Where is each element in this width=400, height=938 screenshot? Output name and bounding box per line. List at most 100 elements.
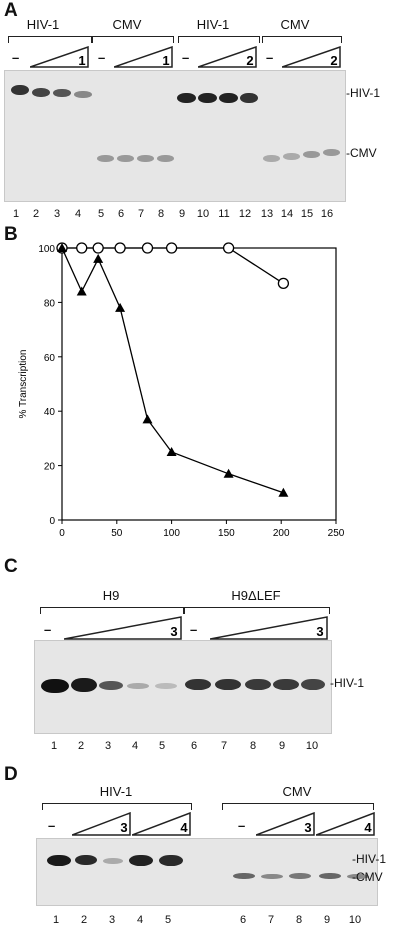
concentration-wedge-icon: 4 — [316, 812, 375, 836]
lane-number: 2 — [32, 208, 40, 220]
lane-number: 5 — [158, 740, 166, 752]
gel-band — [127, 683, 149, 689]
gel-band — [233, 873, 255, 879]
lane-number: 4 — [131, 740, 139, 752]
band-label-hiv1: -HIV-1 — [352, 852, 387, 866]
gel-band — [240, 93, 258, 103]
lane-number: 12 — [238, 208, 252, 220]
panel-label-c: C — [4, 556, 18, 577]
lane-number: 14 — [280, 208, 294, 220]
lane-number: 4 — [136, 914, 144, 926]
minus-sign: – — [48, 818, 56, 833]
gel-band — [289, 873, 311, 879]
wedge-label: 4 — [180, 820, 188, 835]
lane-number: 2 — [80, 914, 88, 926]
gel-band — [319, 873, 341, 879]
lane-number: 9 — [323, 914, 331, 926]
lane-number: 4 — [74, 208, 82, 220]
plot-frame — [61, 247, 337, 521]
y-axis-label: % Transcription — [18, 350, 29, 419]
lane-number: 16 — [320, 208, 334, 220]
wedge-label: 4 — [364, 820, 372, 835]
group-bracket — [40, 607, 184, 614]
lane-numbers-d: 1 2 3 4 5 6 7 8 9 10 — [0, 914, 400, 928]
panel-label-b: B — [4, 224, 18, 245]
wedge-label: 3 — [120, 820, 127, 835]
lane-number: 5 — [97, 208, 105, 220]
lane-number: 8 — [295, 914, 303, 926]
wedge-label: 2 — [330, 53, 337, 68]
lane-number: 7 — [220, 740, 228, 752]
gel-band — [32, 88, 50, 97]
gel-band — [47, 855, 71, 866]
gel-band — [41, 679, 69, 693]
concentration-wedge-icon: 3 — [256, 812, 315, 836]
data-point-triangle — [142, 414, 153, 424]
data-point-triangle — [76, 286, 87, 296]
concentration-wedge-icon: 3 — [210, 616, 328, 640]
group-bracket — [92, 36, 174, 43]
x-tick-label: 50 — [111, 528, 123, 539]
lane-number: 2 — [77, 740, 85, 752]
lane-number: 6 — [117, 208, 125, 220]
y-tick-label: 100 — [38, 244, 55, 255]
y-tick-label: 40 — [44, 407, 56, 418]
gel-band — [177, 93, 196, 103]
gel-image-d — [36, 838, 378, 906]
group-bracket — [222, 803, 374, 810]
lane-number: 9 — [278, 740, 286, 752]
lane-number: 6 — [190, 740, 198, 752]
wedge-label: 2 — [246, 53, 253, 68]
lane-number: 3 — [104, 740, 112, 752]
group-header-cmv: CMV — [282, 784, 312, 799]
data-point-triangle — [57, 243, 67, 252]
lane-number: 9 — [178, 208, 186, 220]
lane-numbers-a: 1 2 3 4 5 6 7 8 9 10 11 12 13 14 15 16 — [0, 208, 400, 222]
lane-numbers-c: 1 2 3 4 5 6 7 8 9 10 — [0, 740, 400, 754]
lane-number: 13 — [260, 208, 274, 220]
lane-number: 8 — [249, 740, 257, 752]
group-bracket — [42, 803, 192, 810]
lane-number: 7 — [267, 914, 275, 926]
x-axis-label: 1 (nM) — [183, 541, 215, 542]
gel-band — [97, 155, 114, 162]
gel-band — [99, 681, 123, 690]
gel-band — [219, 93, 238, 103]
group-header-cmv: CMV — [280, 17, 310, 32]
gel-band — [283, 153, 300, 160]
lane-number: 10 — [305, 740, 319, 752]
group-header-cmv: CMV — [112, 17, 142, 32]
data-point-triangle — [223, 468, 234, 478]
x-tick-label: 0 — [59, 528, 65, 539]
gel-band — [303, 151, 320, 158]
transcription-chart: 0 20 40 60 80 100 0 50 100 150 200 250 % Transcripti… — [18, 242, 345, 542]
data-point-circle — [277, 277, 290, 290]
gel-band — [103, 858, 123, 864]
minus-sign: – — [266, 50, 274, 65]
gel-band — [129, 855, 153, 866]
concentration-wedge-icon: 2 — [198, 46, 257, 68]
panel-label-a: A — [4, 0, 18, 21]
concentration-wedge-icon: 1 — [30, 46, 89, 68]
gel-band — [185, 679, 211, 690]
group-bracket — [262, 36, 342, 43]
data-point-triangle — [93, 253, 104, 263]
gel-image-c — [34, 640, 332, 734]
y-tick-label: 80 — [44, 298, 56, 309]
concentration-wedge-icon: 3 — [72, 812, 131, 836]
data-point-circle — [92, 242, 104, 254]
group-header-hiv1: HIV-1 — [26, 17, 60, 32]
wedge-label: 3 — [304, 820, 311, 835]
lane-number: 1 — [50, 740, 58, 752]
concentration-wedge-icon: 2 — [282, 46, 341, 68]
gel-band — [273, 679, 299, 690]
series-line — [61, 247, 284, 494]
band-label-cmv: -CMV — [346, 146, 377, 160]
concentration-wedge-icon: 1 — [114, 46, 173, 68]
lane-number: 11 — [218, 208, 230, 220]
lane-number: 10 — [196, 208, 210, 220]
lane-number: 7 — [137, 208, 145, 220]
data-point-circle — [114, 242, 126, 254]
lane-number: 15 — [300, 208, 314, 220]
gel-band — [245, 679, 271, 690]
